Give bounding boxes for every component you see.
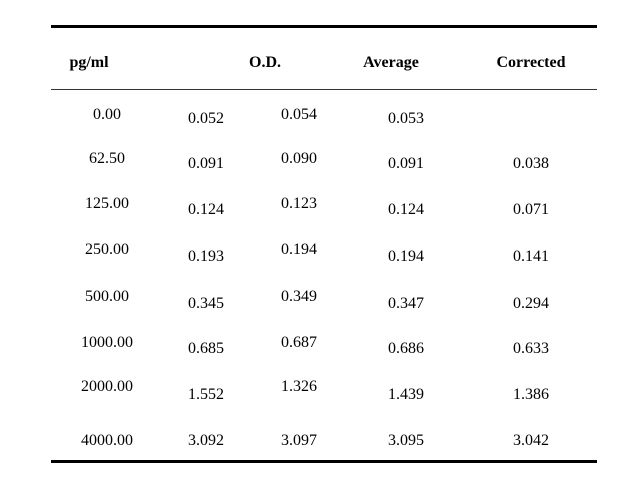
cell-corrected: 1.386 (513, 386, 549, 403)
header-corrected: Corrected (496, 54, 566, 71)
cell-average: 0.053 (388, 110, 424, 127)
cell-od-1: 0.193 (188, 248, 224, 265)
cell-concentration: 0.00 (93, 106, 121, 123)
table-bottom-rule (51, 460, 597, 463)
cell-corrected: 3.042 (513, 432, 549, 449)
cell-average: 0.091 (388, 155, 424, 172)
cell-average: 0.686 (388, 340, 424, 357)
cell-concentration: 2000.00 (81, 378, 133, 395)
cell-od-1: 3.092 (188, 432, 224, 449)
cell-average: 0.194 (388, 248, 424, 265)
cell-od-1: 0.685 (188, 340, 224, 357)
cell-od-2: 1.326 (281, 378, 317, 395)
header-od: O.D. (249, 54, 281, 71)
cell-od-2: 3.097 (281, 432, 317, 449)
cell-concentration: 4000.00 (81, 432, 133, 449)
table-top-rule (51, 25, 597, 28)
cell-concentration: 500.00 (85, 288, 129, 305)
cell-od-1: 1.552 (188, 386, 224, 403)
cell-od-1: 0.345 (188, 295, 224, 312)
cell-average: 0.347 (388, 295, 424, 312)
cell-corrected: 0.294 (513, 295, 549, 312)
table-header-rule (51, 89, 597, 90)
cell-od-2: 0.090 (281, 150, 317, 167)
cell-corrected: 0.038 (513, 155, 549, 172)
header-concentration: pg/ml (69, 54, 109, 71)
cell-concentration: 62.50 (89, 150, 125, 167)
cell-od-2: 0.123 (281, 195, 317, 212)
cell-average: 1.439 (388, 386, 424, 403)
cell-od-2: 0.054 (281, 106, 317, 123)
cell-average: 3.095 (388, 432, 424, 449)
cell-od-2: 0.349 (281, 288, 317, 305)
cell-od-1: 0.124 (188, 201, 224, 218)
cell-concentration: 1000.00 (81, 334, 133, 351)
cell-average: 0.124 (388, 201, 424, 218)
cell-od-1: 0.052 (188, 110, 224, 127)
cell-concentration: 125.00 (85, 195, 129, 212)
cell-od-1: 0.091 (188, 155, 224, 172)
cell-corrected: 0.633 (513, 340, 549, 357)
cell-concentration: 250.00 (85, 241, 129, 258)
cell-od-2: 0.194 (281, 241, 317, 258)
header-average: Average (363, 54, 419, 71)
cell-od-2: 0.687 (281, 334, 317, 351)
cell-corrected: 0.141 (513, 248, 549, 265)
cell-corrected: 0.071 (513, 201, 549, 218)
